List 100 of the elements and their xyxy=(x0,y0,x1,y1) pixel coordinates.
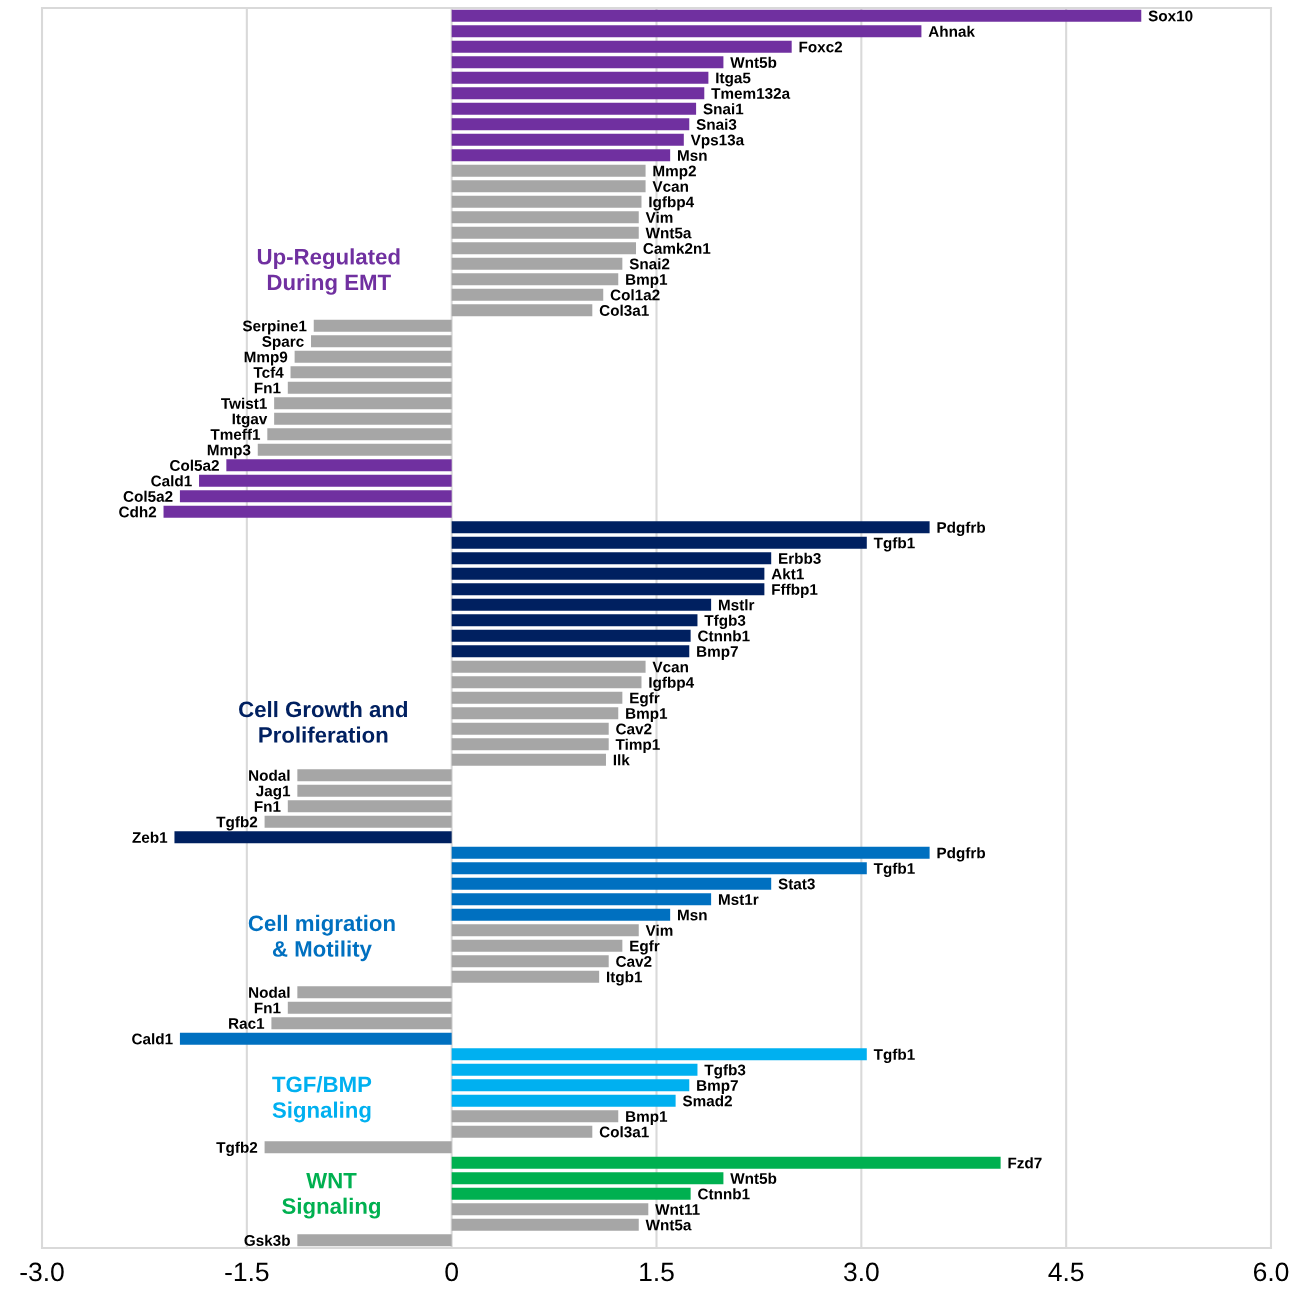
bar xyxy=(451,691,623,704)
bar xyxy=(451,893,712,906)
y-tick-label: Tfgb3 xyxy=(704,614,746,629)
x-tick-label: -3.0 xyxy=(20,1262,64,1282)
bar xyxy=(451,707,619,720)
y-tick-label: Nodal xyxy=(249,769,290,781)
y-tick-label: Bmp1 xyxy=(626,274,668,288)
bar xyxy=(451,862,867,875)
y-tick-label: Col5a2 xyxy=(123,490,173,502)
y-tick-label: Mmp3 xyxy=(207,444,251,459)
y-tick-label: Itga5 xyxy=(716,72,751,87)
y-tick-label: Mst1r xyxy=(718,894,759,905)
bar xyxy=(297,1234,452,1247)
bar xyxy=(451,1048,867,1061)
bar xyxy=(451,552,772,565)
y-tick-label: Cav2 xyxy=(616,956,652,967)
y-tick-label: Tgfb3 xyxy=(704,1064,746,1079)
y-tick-label: Col1a2 xyxy=(610,289,660,301)
bar xyxy=(199,474,452,487)
y-tick-label: Bmp1 xyxy=(626,708,668,722)
y-tick-label: Col3a1 xyxy=(599,304,649,316)
y-tick-label: Fn1 xyxy=(254,382,281,394)
y-tick-label: Vim xyxy=(645,211,673,223)
y-tick-label: Egfr xyxy=(630,940,660,955)
bar xyxy=(274,397,452,410)
x-tick-label: 0 xyxy=(445,1262,458,1282)
y-tick-label: Tcf4 xyxy=(253,366,284,378)
annotation: Cell migration & Motility xyxy=(248,914,395,962)
bar xyxy=(451,536,867,549)
y-tick-label: Ahnak xyxy=(928,25,975,37)
y-tick-label: Gsk3b xyxy=(244,1234,290,1246)
y-tick-label: Bmp7 xyxy=(697,646,738,660)
bar xyxy=(451,846,930,859)
y-tick-label: Vps13a xyxy=(690,134,745,149)
bar xyxy=(451,87,705,100)
y-tick-label: Tmeff1 xyxy=(210,428,261,440)
y-tick-label: Pdgfrb xyxy=(937,847,986,862)
bar xyxy=(451,242,637,255)
y-tick-label: Tgfb1 xyxy=(873,862,915,877)
y-tick-label: Cdh2 xyxy=(119,506,157,518)
bar xyxy=(451,1156,1001,1169)
bar xyxy=(451,660,646,673)
bar xyxy=(451,521,930,534)
bar xyxy=(287,1001,452,1014)
y-tick-label: Wnt5b xyxy=(730,1172,777,1184)
y-tick-label: Col3a1 xyxy=(599,1126,649,1138)
y-tick-label: Wnt11 xyxy=(655,1204,700,1215)
bar xyxy=(451,1203,649,1216)
bar xyxy=(451,195,642,208)
bar xyxy=(451,164,646,177)
bar xyxy=(451,955,609,968)
y-tick-label: Msn xyxy=(678,150,707,161)
bar xyxy=(451,567,765,580)
y-tick-label: Wnt5b xyxy=(730,56,777,68)
y-tick-label: Sparc xyxy=(262,336,304,350)
bar xyxy=(451,1187,691,1200)
y-tick-label: Tgfb1 xyxy=(873,1048,915,1063)
y-tick-label: Snai2 xyxy=(629,258,670,270)
bar xyxy=(451,598,712,611)
y-tick-label: Fzd7 xyxy=(1008,1157,1042,1169)
bar xyxy=(264,815,452,828)
y-tick-label: Smad2 xyxy=(682,1095,732,1107)
annotation: Cell Growth and Proliferation xyxy=(239,700,408,743)
y-tick-label: Igfbp4 xyxy=(649,676,695,691)
y-tick-label: Vcan xyxy=(652,181,688,192)
y-tick-label: Nodal xyxy=(249,986,290,998)
y-tick-label: Bmp1 xyxy=(626,1111,668,1125)
y-tick-label: Zeb1 xyxy=(132,831,168,843)
y-tick-label: Vim xyxy=(645,924,673,936)
x-tick-label: 6.0 xyxy=(1254,1262,1289,1282)
y-tick-label: Tgfb2 xyxy=(216,816,258,831)
bar xyxy=(163,505,452,518)
bar xyxy=(451,1218,639,1231)
bar xyxy=(179,490,452,503)
bar xyxy=(264,1141,452,1154)
bar xyxy=(451,1063,698,1076)
bar xyxy=(451,118,690,131)
bar xyxy=(451,1079,690,1092)
y-tick-label: Wnt5a xyxy=(645,1219,692,1231)
bar xyxy=(311,335,452,348)
y-tick-label: Fn1 xyxy=(254,801,281,812)
y-tick-label: Snai3 xyxy=(696,118,737,130)
bar xyxy=(451,908,671,921)
y-tick-label: Rac1 xyxy=(229,1018,265,1029)
bar xyxy=(451,149,671,162)
bar xyxy=(451,1110,619,1123)
y-tick-label: Jag1 xyxy=(255,785,291,800)
y-tick-label: Igfbp4 xyxy=(649,196,695,211)
y-tick-label: Itgav xyxy=(232,413,268,428)
y-tick-label: Camk2n1 xyxy=(643,242,711,254)
bar xyxy=(451,211,639,224)
bar xyxy=(451,273,619,286)
y-tick-label: Fffbp1 xyxy=(772,583,818,598)
bar xyxy=(451,939,623,952)
bar xyxy=(451,970,600,983)
y-tick-label: Erbb3 xyxy=(779,552,821,564)
y-tick-label: Itgb1 xyxy=(607,971,643,986)
bar xyxy=(451,25,922,38)
bar xyxy=(179,1032,452,1045)
bar xyxy=(451,738,609,751)
